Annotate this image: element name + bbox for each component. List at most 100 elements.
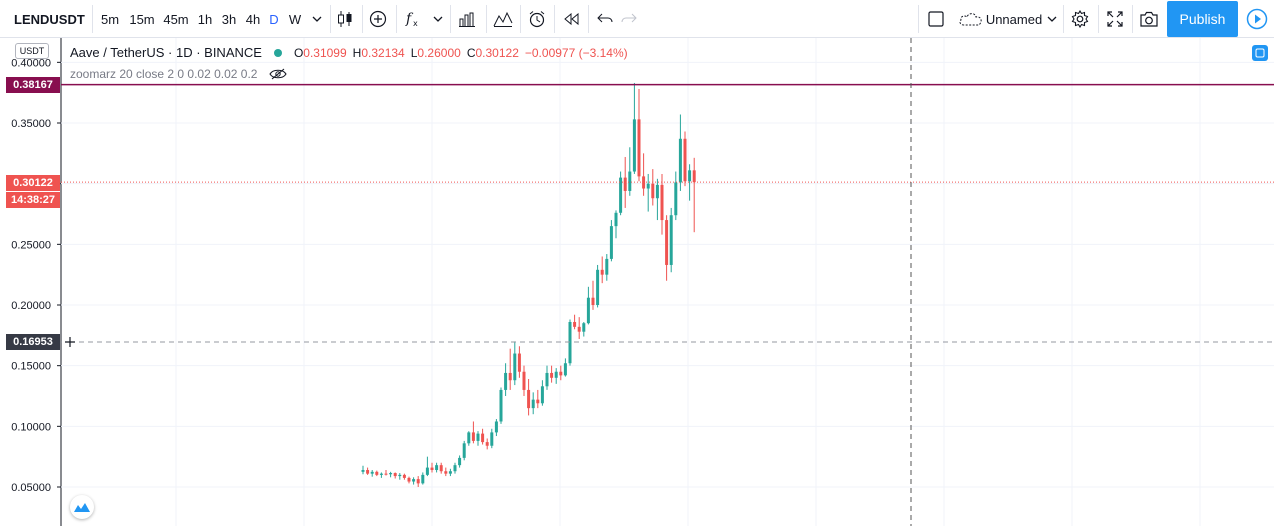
- candle-body: [425, 467, 429, 475]
- compare-add-symbol-icon[interactable]: [366, 0, 390, 38]
- candle-body: [402, 474, 406, 478]
- candle-body: [517, 353, 521, 372]
- timeframe-4h[interactable]: 4h: [245, 11, 261, 27]
- candle-body: [550, 372, 554, 378]
- replay-rewind-icon[interactable]: [558, 0, 584, 38]
- bar-countdown-label: 14:38:27: [6, 192, 60, 208]
- candle: [550, 365, 554, 383]
- candle: [407, 476, 411, 484]
- tradingview-logo-icon[interactable]: [70, 495, 94, 519]
- candle-body: [591, 297, 595, 305]
- candle: [540, 380, 544, 406]
- candle-body: [665, 220, 669, 265]
- financials-bar-icon[interactable]: [454, 0, 480, 38]
- candle-body: [389, 473, 393, 475]
- svg-text:f: f: [405, 11, 414, 27]
- candle: [669, 207, 673, 273]
- candle: [370, 470, 374, 477]
- alert-clock-icon[interactable]: [524, 0, 550, 38]
- candle-body: [476, 433, 480, 441]
- candle: [361, 465, 365, 475]
- publish-button[interactable]: Publish: [1167, 1, 1238, 37]
- candle: [384, 470, 388, 476]
- layout-name[interactable]: Unnamed: [985, 11, 1043, 27]
- series-title[interactable]: Aave / TetherUS · 1D · BINANCE: [70, 45, 262, 60]
- candle-body: [361, 470, 365, 472]
- candle: [476, 431, 480, 446]
- play-icon[interactable]: [1240, 0, 1274, 38]
- timeframe-d[interactable]: D: [269, 11, 279, 27]
- candle: [545, 365, 549, 390]
- timeframe-15m[interactable]: 15m: [129, 11, 155, 27]
- candle-body: [632, 119, 636, 172]
- candle-body: [609, 226, 613, 259]
- hide-eye-icon[interactable]: [269, 68, 288, 80]
- timeframe-5m[interactable]: 5m: [100, 11, 120, 27]
- last-price-label: 0.30122: [6, 175, 60, 191]
- candle-body: [453, 465, 457, 472]
- candle-body: [692, 170, 696, 183]
- price-tick-label: 0.40000: [11, 57, 51, 69]
- candle-body: [375, 471, 379, 475]
- candle-body: [379, 473, 383, 475]
- candle: [398, 473, 402, 480]
- candle-body: [559, 371, 563, 376]
- candle-body: [430, 467, 434, 471]
- timeframe-dropdown-chevron-icon[interactable]: [308, 0, 326, 38]
- candle: [467, 431, 471, 446]
- cloud-save-icon[interactable]: [956, 0, 986, 38]
- toolbar-divider: [1098, 5, 1099, 33]
- candle-body: [398, 474, 402, 477]
- candle-body: [494, 421, 498, 433]
- toolbar-divider: [450, 5, 451, 33]
- timeframe-w[interactable]: W: [288, 11, 302, 27]
- candle-body: [582, 323, 586, 332]
- layout-dropdown-chevron-icon[interactable]: [1044, 0, 1060, 38]
- candle-body: [619, 177, 623, 213]
- undo-icon[interactable]: [594, 0, 616, 38]
- candle-body: [563, 363, 567, 376]
- add-alert-plus-icon[interactable]: [62, 334, 78, 350]
- candle-body: [545, 372, 549, 387]
- high-label: H: [352, 45, 362, 60]
- candle: [402, 473, 406, 480]
- candle: [614, 210, 618, 239]
- templates-chart-icon[interactable]: [490, 0, 516, 38]
- candle: [453, 462, 457, 474]
- timeframe-3h[interactable]: 3h: [221, 11, 237, 27]
- candle: [421, 472, 425, 485]
- candle-body: [439, 465, 443, 472]
- chart-grid: [60, 38, 1274, 526]
- svg-text:x: x: [413, 19, 418, 28]
- indicator-label[interactable]: zoomarz 20 close 2 0 0.02 0.02 0.2: [70, 67, 258, 81]
- timeframe-45m[interactable]: 45m: [163, 11, 189, 27]
- candle: [554, 368, 558, 384]
- toolbar-divider: [396, 5, 397, 33]
- timeframe-1h[interactable]: 1h: [197, 11, 213, 27]
- candle: [605, 254, 609, 281]
- symbol-search[interactable]: LENDUSDT: [14, 11, 85, 27]
- candle: [573, 314, 577, 330]
- candle: [522, 365, 526, 396]
- currency-badge[interactable]: USDT: [15, 43, 49, 59]
- candle-body: [637, 119, 641, 177]
- candle-body: [522, 371, 526, 390]
- candle-body: [651, 183, 655, 199]
- candle: [600, 256, 604, 284]
- fullscreen-icon[interactable]: [1101, 0, 1129, 38]
- snapshot-camera-icon[interactable]: [1135, 0, 1163, 38]
- toolbar-divider: [1132, 5, 1133, 33]
- indicators-dropdown-chevron-icon[interactable]: [430, 0, 446, 38]
- candle: [499, 387, 503, 424]
- candle: [586, 286, 590, 325]
- candle: [642, 153, 646, 196]
- candle: [389, 471, 393, 478]
- redo-icon[interactable]: [618, 0, 640, 38]
- scroll-to-realtime-icon[interactable]: [1252, 45, 1268, 61]
- candles-chart-type-icon[interactable]: [334, 0, 356, 38]
- settings-gear-icon[interactable]: [1066, 0, 1094, 38]
- toolbar-divider: [554, 5, 555, 33]
- layout-select-square-icon[interactable]: [922, 0, 950, 38]
